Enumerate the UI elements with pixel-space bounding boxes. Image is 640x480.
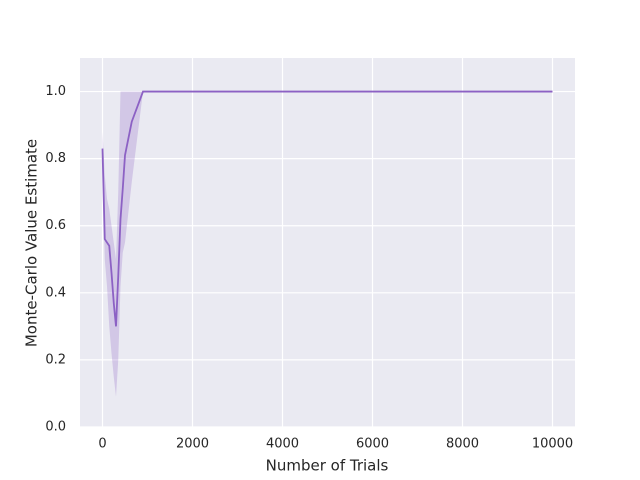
x-tick-label: 4000 xyxy=(266,437,299,452)
y-tick-label: 0.4 xyxy=(45,285,66,300)
x-tick-label: 6000 xyxy=(356,437,389,452)
y-tick-label: 0.2 xyxy=(45,352,66,367)
line xyxy=(101,90,553,327)
plot-area xyxy=(80,58,575,427)
y-tick-label: 0.6 xyxy=(45,218,66,233)
x-axis-label: Number of Trials xyxy=(266,457,389,475)
y-tick-label: 0.0 xyxy=(45,420,66,435)
y-tick-label: 1.0 xyxy=(45,84,66,99)
x-tick-label: 2000 xyxy=(176,437,209,452)
y-axis-label: Monte-Carlo Value Estimate xyxy=(23,139,41,347)
x-tick-label: 0 xyxy=(98,437,106,452)
x-tick-label: 8000 xyxy=(446,437,479,452)
y-tick-label: 0.8 xyxy=(45,151,66,166)
x-tick-label: 10000 xyxy=(532,437,573,452)
